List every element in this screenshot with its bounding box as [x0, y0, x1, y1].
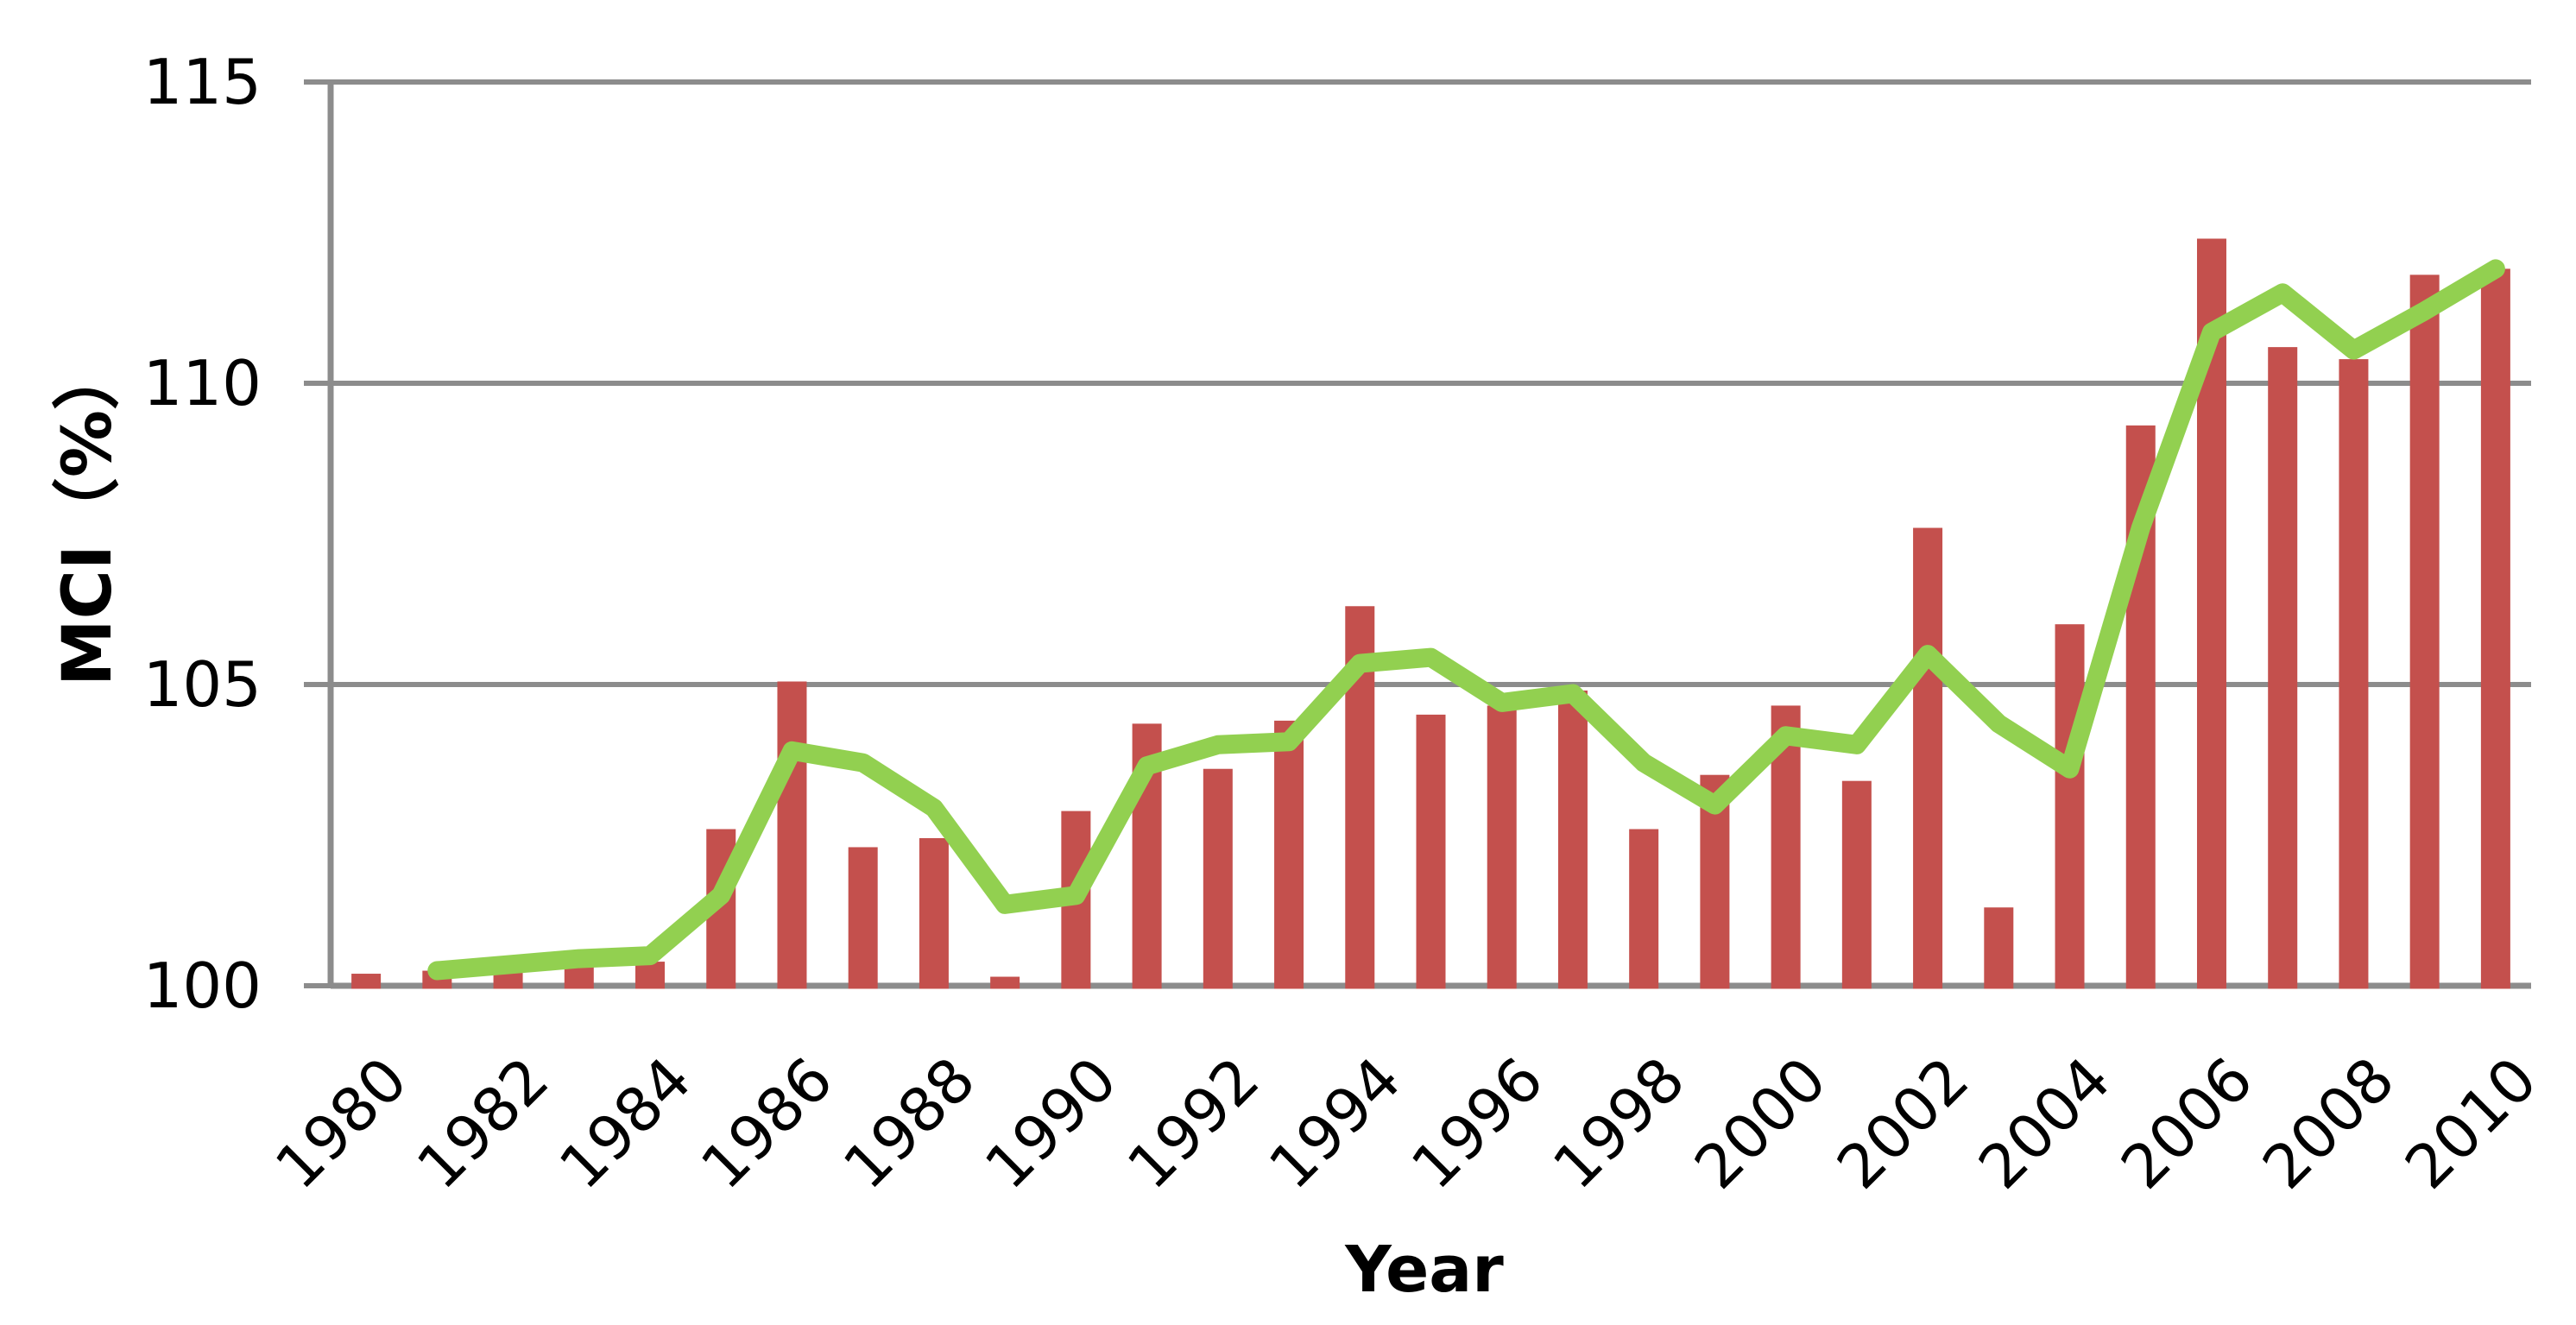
bar-1992: [1203, 768, 1233, 989]
bar-2003: [1984, 907, 2014, 989]
bar-1989: [990, 976, 1020, 989]
bar-2004: [2055, 624, 2085, 989]
bar-2009: [2409, 274, 2440, 989]
bar-1988: [919, 837, 949, 989]
bar-1995: [1416, 714, 1446, 989]
bar-2002: [1913, 527, 1943, 989]
bar-1993: [1274, 720, 1304, 989]
bar-2007: [2268, 347, 2298, 989]
bar-1980: [351, 974, 382, 989]
bar-2010: [2480, 268, 2510, 989]
bar-1997: [1557, 690, 1588, 989]
bar-1984: [635, 962, 666, 989]
y-tick-label-115: 115: [142, 46, 262, 118]
bar-1996: [1487, 705, 1517, 989]
bar-1998: [1629, 829, 1659, 989]
y-tick-label-105: 105: [142, 648, 262, 721]
bar-1987: [848, 847, 878, 989]
bar-1986: [777, 681, 807, 989]
trend-line: [427, 259, 2505, 981]
bar-2008: [2339, 359, 2369, 989]
y-tick-label-110: 110: [142, 347, 262, 420]
y-axis-title: MCI（%）: [49, 342, 127, 687]
bar-2001: [1841, 780, 1872, 989]
y-tick-label-100: 100: [142, 950, 262, 1022]
x-axis-title: Year: [1345, 1233, 1504, 1307]
